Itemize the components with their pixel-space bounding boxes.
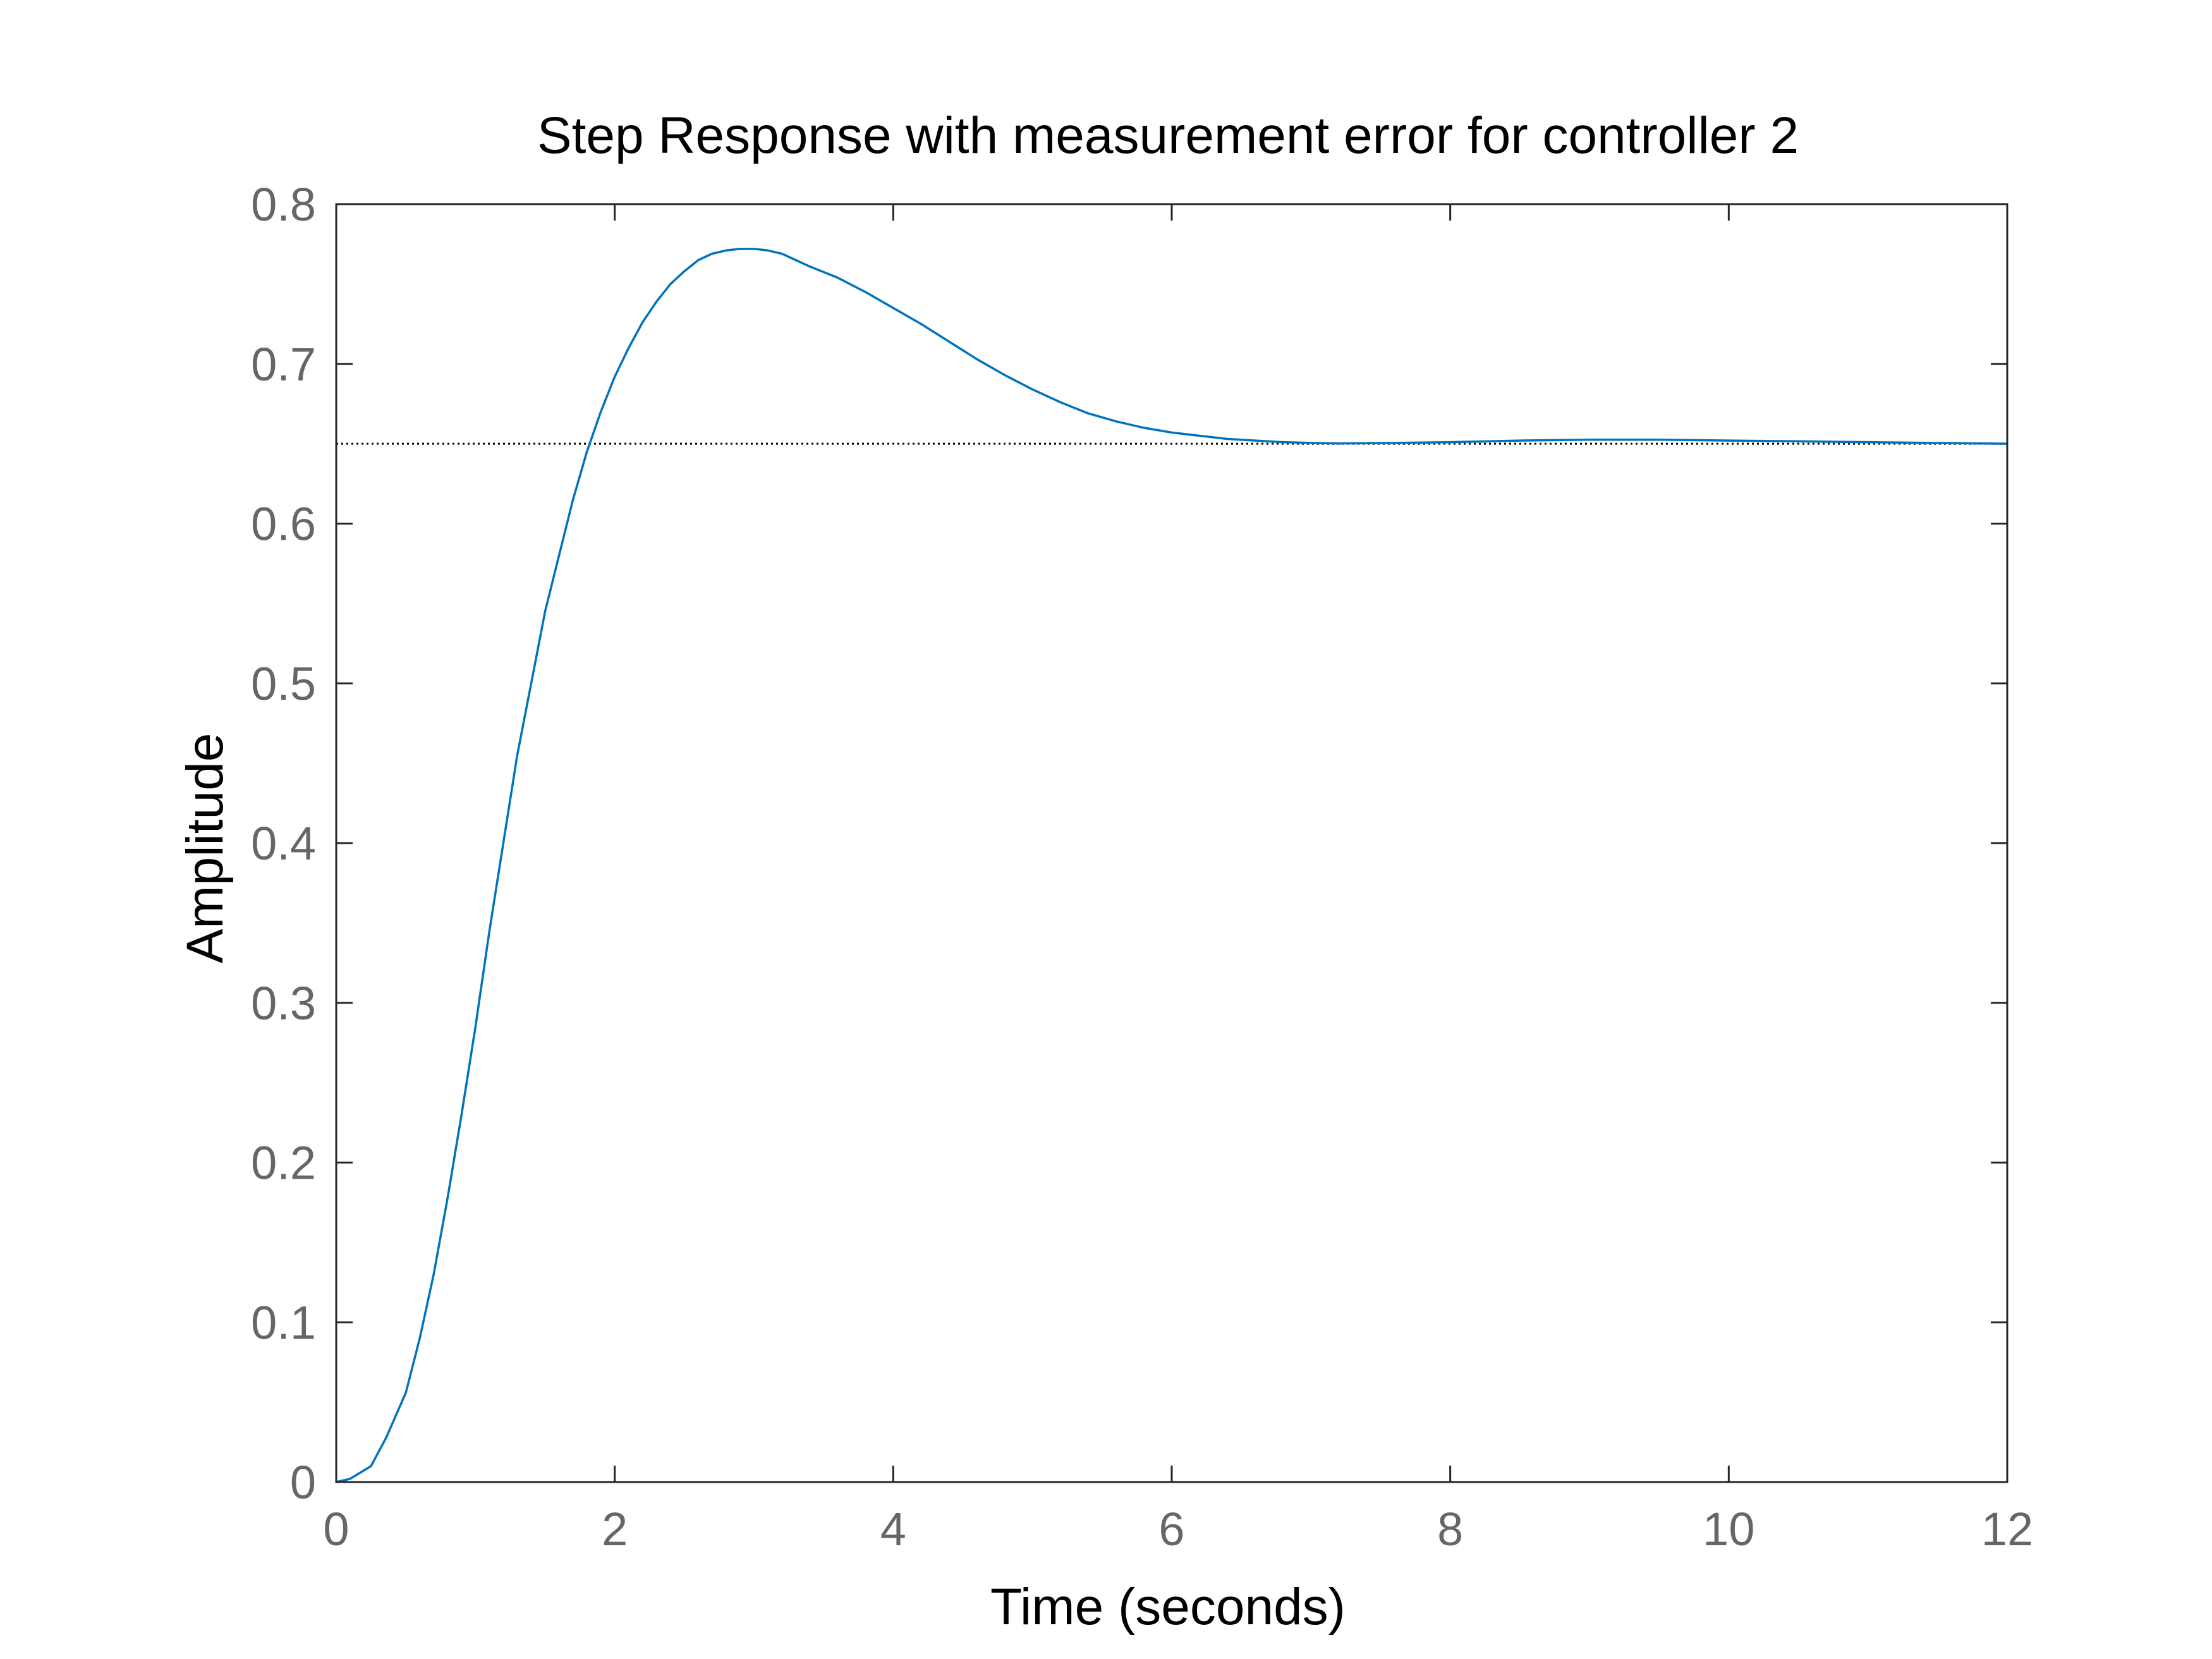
y-tick-label: 0.1 [251,1296,316,1349]
y-tick-label: 0 [290,1456,316,1509]
chart-title: Step Response with measurement error for… [537,107,1799,164]
x-tick-label: 10 [1703,1503,1754,1555]
x-tick-label: 6 [1158,1503,1184,1555]
y-tick-labels: 0 0.1 0.2 0.3 0.4 0.5 0.6 0.7 0.8 [251,178,316,1509]
x-tick-label: 12 [1981,1503,2033,1555]
y-tick-label: 0.8 [251,178,316,231]
plot-area [336,204,2007,1482]
x-tick-label: 2 [602,1503,628,1555]
x-axis-label: Time (seconds) [990,1578,1346,1636]
y-axis-label: Amplitude [176,733,234,964]
x-tick-label: 8 [1437,1503,1463,1555]
series-group [336,248,2008,1483]
y-tick-label: 0.2 [251,1137,316,1189]
y-tick-marks [336,203,2007,1483]
x-tick-labels: 0 2 4 6 8 10 12 [323,1503,2033,1555]
x-tick-label: 4 [880,1503,906,1555]
y-tick-label: 0.7 [251,338,316,391]
y-tick-label: 0.6 [251,498,316,550]
y-tick-label: 0.3 [251,977,316,1030]
y-tick-label: 0.5 [251,657,316,710]
x-tick-label: 0 [323,1503,349,1555]
plot-frame [335,203,2008,1483]
series-line-0 [336,248,2008,1483]
y-tick-label: 0.4 [251,817,316,870]
